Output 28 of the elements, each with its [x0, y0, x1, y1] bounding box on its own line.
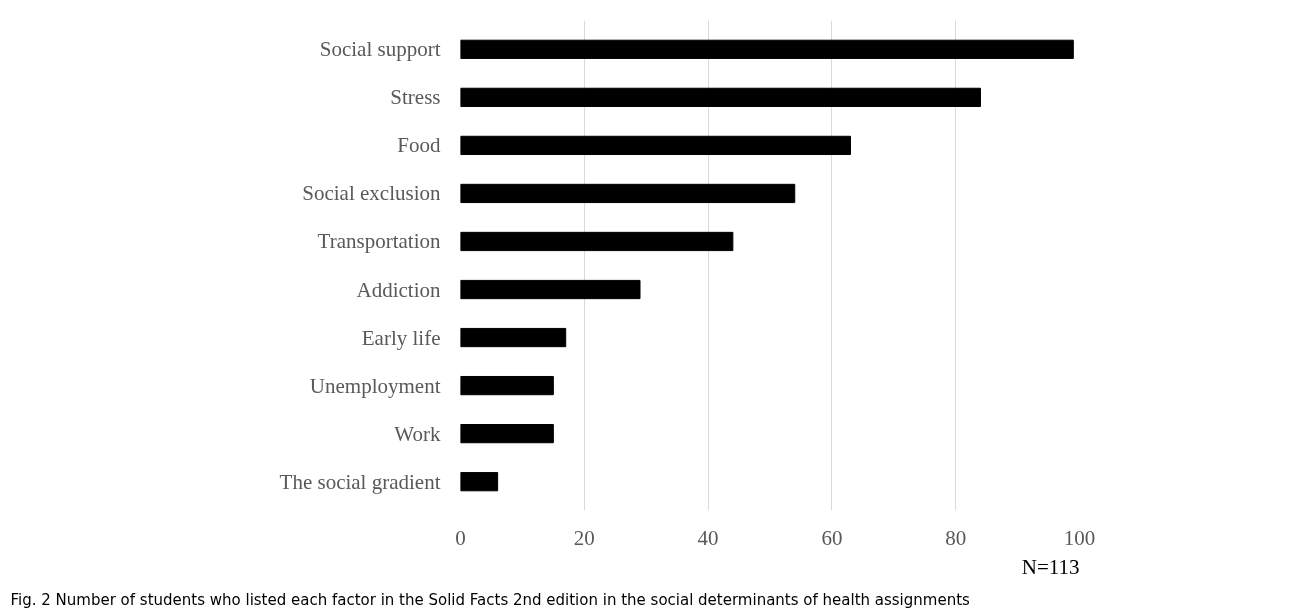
x-tick-label: 80 — [945, 525, 967, 550]
x-tick-label: 100 — [1063, 525, 1096, 550]
y-tick-label: Social exclusion — [302, 181, 441, 206]
y-tick-label: Food — [397, 133, 441, 158]
bar — [460, 424, 554, 444]
bar — [460, 87, 981, 107]
caption: Fig. 2 Number of students who listed each factor in the Solid Facts 2nd edition in the social determinants of health assignments — [10, 590, 971, 609]
y-tick-label: Stress — [390, 85, 441, 110]
bar — [460, 327, 567, 348]
bar — [460, 39, 1074, 59]
y-tick-label: Transportation — [317, 229, 441, 254]
text: N=113 — [1021, 554, 1080, 579]
y-tick-label: Addiction — [356, 277, 441, 302]
x-tick-label: 40 — [697, 525, 719, 550]
bar — [460, 231, 734, 252]
x-tick-label: 60 — [821, 525, 843, 550]
x-tick-label: 20 — [573, 525, 595, 550]
bar — [460, 279, 641, 300]
y-tick-label: Early life — [361, 325, 441, 350]
y-tick-label: Unemployment — [309, 373, 441, 398]
x-tick-label: 0 — [455, 525, 466, 550]
bar — [460, 183, 796, 204]
y-tick-label: Work — [394, 421, 441, 446]
bar — [460, 135, 851, 156]
bar — [460, 375, 554, 396]
y-tick-label: Social support — [319, 37, 441, 62]
bar — [460, 472, 499, 492]
y-tick-label: The social gradient — [279, 469, 441, 494]
